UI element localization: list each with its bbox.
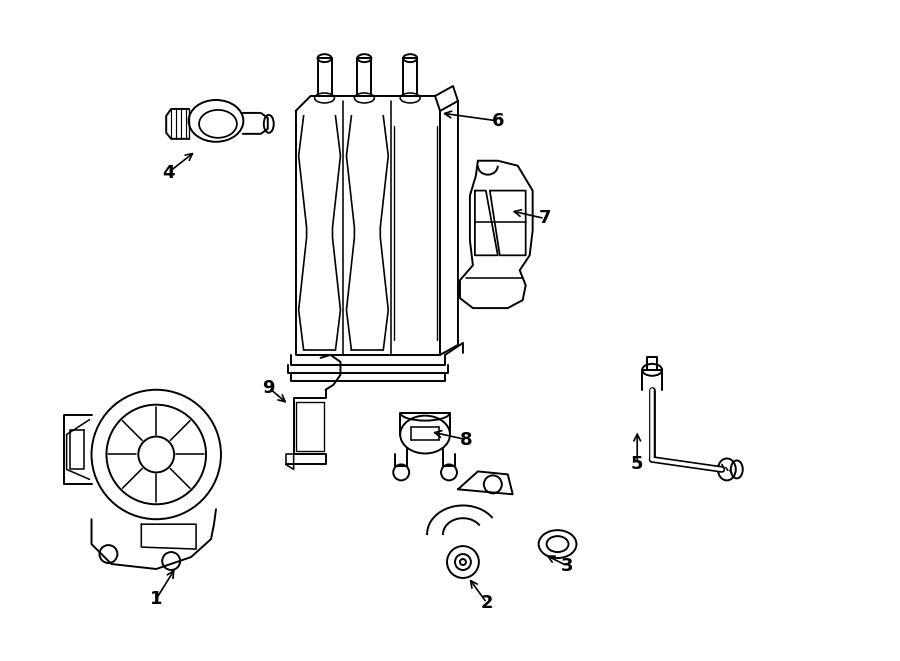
Text: 2: 2 (481, 594, 493, 612)
Text: 3: 3 (562, 557, 574, 575)
Text: 1: 1 (150, 590, 163, 608)
Text: 9: 9 (263, 379, 275, 397)
Text: 7: 7 (538, 210, 551, 227)
Text: 8: 8 (460, 430, 473, 449)
Text: 5: 5 (631, 455, 644, 473)
Text: 6: 6 (491, 112, 504, 130)
Text: 4: 4 (162, 164, 175, 182)
